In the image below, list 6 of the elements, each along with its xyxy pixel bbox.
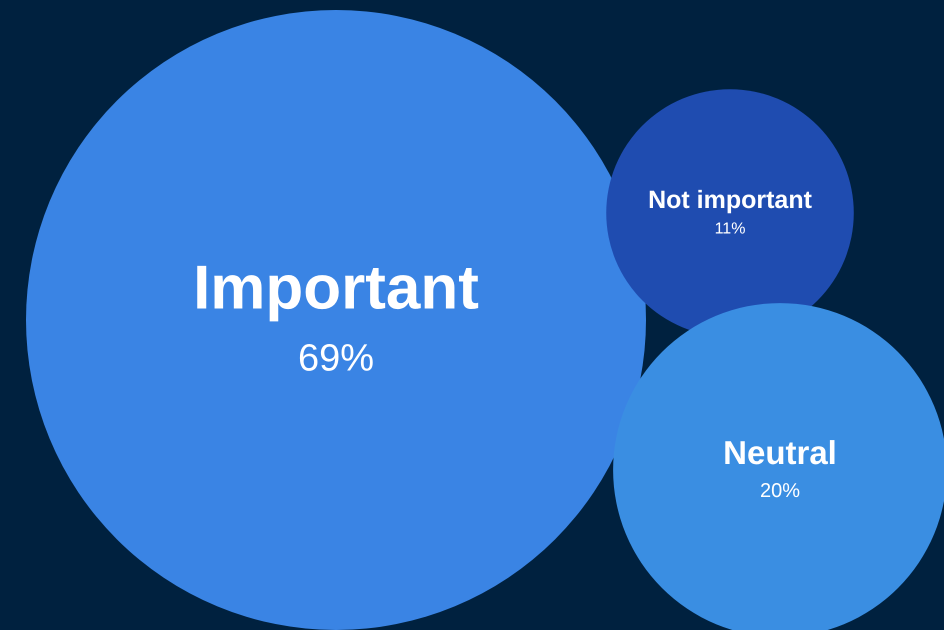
data-label: 11% — [714, 220, 746, 238]
category-label: Important — [193, 254, 479, 323]
data-label: 20% — [760, 480, 800, 502]
category-label: Not important — [648, 186, 813, 214]
data-label: 69% — [298, 338, 374, 380]
category-label: Neutral — [723, 434, 837, 472]
